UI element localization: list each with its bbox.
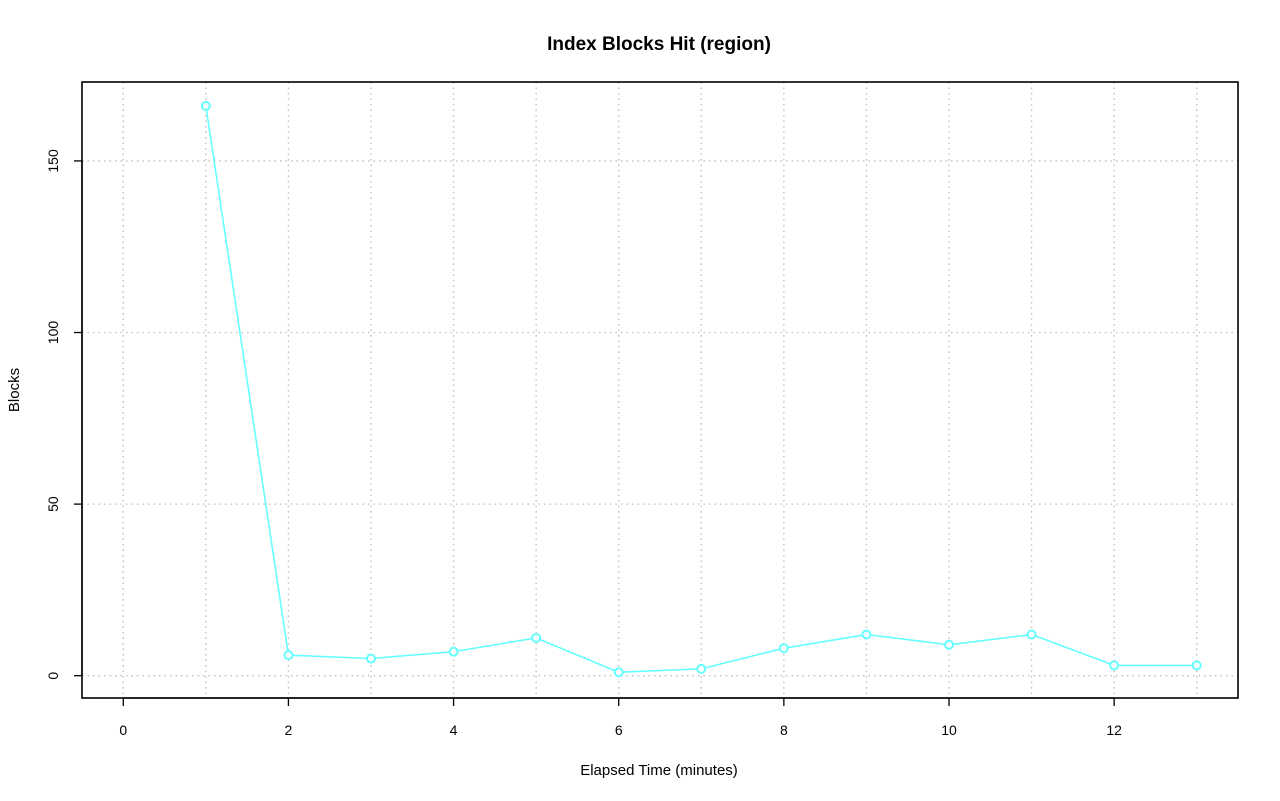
series-0-segment-6 [704, 648, 781, 669]
series-0-point-1 [200, 101, 211, 112]
series-0-segment-8 [870, 634, 946, 646]
x-tick-label-6: 6 [615, 722, 623, 738]
chart-title: Index Blocks Hit (region) [547, 34, 771, 55]
series-0-point-9 [861, 629, 872, 640]
y-tick-label-50: 50 [45, 496, 61, 512]
series-0-segment-0 [205, 109, 289, 652]
series-0-segment-10 [1035, 635, 1111, 665]
y-tick-label-150: 150 [45, 149, 61, 173]
y-axis-label: Blocks [6, 368, 23, 412]
series-0-point-5 [531, 632, 542, 643]
series-layer [200, 101, 1202, 678]
series-0-segment-4 [539, 638, 616, 672]
series-0-point-6 [613, 667, 624, 678]
series-0-segment-9 [952, 634, 1028, 646]
plot-frame [81, 81, 1239, 699]
y-tick-label-0: 0 [45, 672, 61, 680]
series-0-point-7 [696, 663, 707, 674]
series-0-point-8 [778, 643, 789, 654]
grid [82, 82, 1238, 698]
series-0-segment-2 [374, 651, 450, 660]
series-0-point-3 [366, 653, 376, 664]
y-tick-label-100: 100 [45, 321, 61, 345]
series-0-segment-5 [622, 668, 698, 673]
series-0-point-11 [1026, 629, 1037, 640]
series-0-point-10 [944, 639, 954, 650]
series-0-point-4 [448, 646, 459, 657]
series-0-segment-7 [787, 634, 863, 649]
x-tick-label-2: 2 [285, 722, 293, 738]
x-tick-label-8: 8 [780, 722, 788, 738]
series-0-point-12 [1109, 660, 1120, 671]
x-axis-label: Elapsed Time (minutes) [580, 762, 738, 779]
axes: 0 2 4 6 8 10 12 0 50 100 150 [45, 149, 1122, 738]
series-0-point-13 [1191, 660, 1202, 671]
x-tick-label-12: 12 [1106, 722, 1122, 738]
x-tick-label-10: 10 [941, 722, 957, 738]
x-tick-label-0: 0 [119, 722, 127, 738]
series-0-point-2 [283, 650, 294, 661]
series-0-segment-1 [292, 654, 368, 660]
x-tick-label-4: 4 [450, 722, 458, 738]
series-0-segment-3 [457, 637, 533, 652]
